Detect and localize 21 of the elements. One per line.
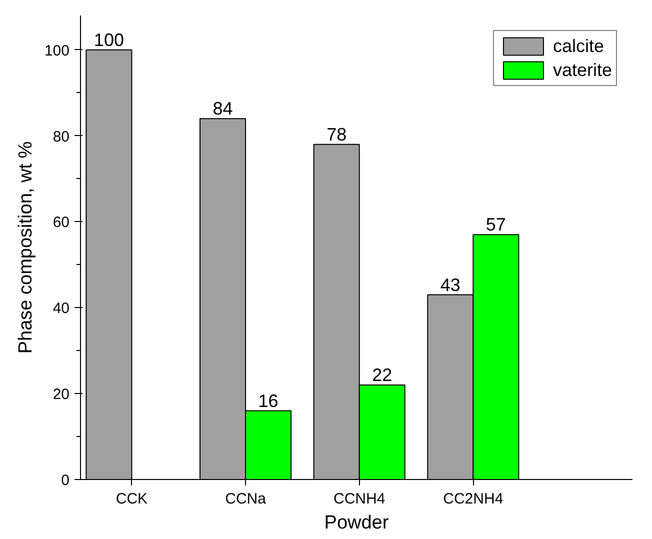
y-tick-label: 20 — [52, 386, 70, 404]
y-tick-label: 60 — [52, 214, 70, 232]
data-label: 84 — [212, 98, 233, 119]
data-label: 43 — [440, 274, 460, 295]
x-tick-label: CCNH4 — [334, 490, 386, 508]
legend-label: vaterite — [552, 60, 612, 80]
y-tick-label: 0 — [61, 472, 70, 489]
x-tick-label: CCK — [116, 490, 148, 508]
data-label: 100 — [94, 30, 124, 50]
legend-label: calcite — [552, 36, 604, 56]
data-label: 57 — [486, 214, 506, 235]
data-label: 22 — [372, 364, 392, 385]
y-tick-label: 40 — [52, 300, 70, 318]
x-tick-label: CCNa — [225, 490, 267, 508]
y-axis-title: Phase composition, wt % — [15, 141, 36, 354]
x-tick-label: CC2NH4 — [443, 490, 504, 508]
x-axis-title: Powder — [324, 512, 390, 534]
y-tick-label: 100 — [44, 42, 70, 60]
data-label: 78 — [326, 124, 347, 144]
y-tick-label: 80 — [52, 128, 70, 146]
data-label: 16 — [258, 390, 278, 411]
